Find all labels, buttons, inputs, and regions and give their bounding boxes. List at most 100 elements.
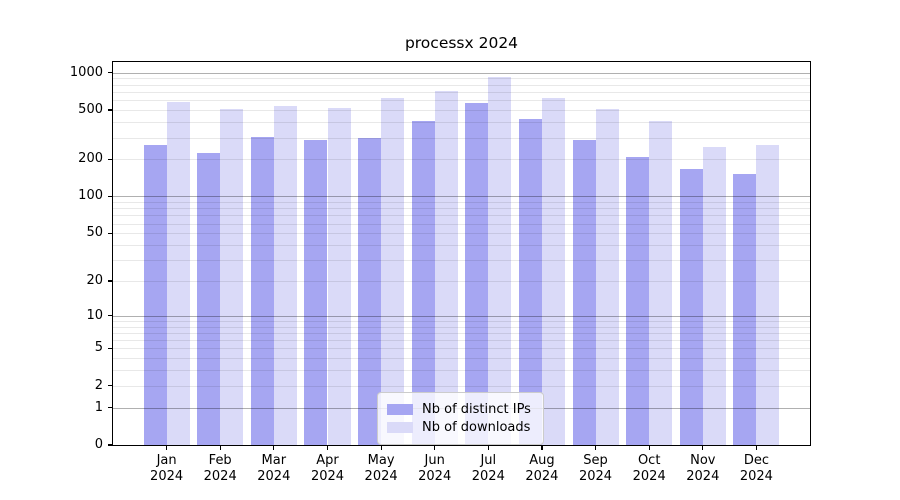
x-tick-mark <box>755 445 758 450</box>
x-tick-mark <box>380 445 382 450</box>
bar <box>166 102 190 445</box>
gridline-major <box>113 72 810 74</box>
x-tick-label-line: 2024 <box>418 469 452 484</box>
x-tick-label-line: 2024 <box>686 469 720 484</box>
bar <box>595 108 619 445</box>
x-tick-label-line: 2024 <box>739 469 773 484</box>
bar <box>327 108 351 445</box>
x-tick-label: Aug 2024 <box>502 453 582 485</box>
bar <box>143 144 167 445</box>
gridline-minor <box>113 215 810 217</box>
x-tick-label-line: Oct <box>637 453 661 468</box>
gridline-minor <box>113 332 810 334</box>
gridline-minor <box>113 348 810 350</box>
x-tick-label-line: Sep <box>583 453 608 468</box>
y-tick-mark <box>108 72 113 74</box>
legend-label: Nb of downloads <box>422 420 531 435</box>
y-tick-mark <box>108 158 113 160</box>
y-tick-mark <box>108 315 113 317</box>
x-tick-mark <box>326 445 329 450</box>
gridline-minor <box>113 358 810 360</box>
legend-item: Nb of distinct IPs <box>387 402 531 417</box>
x-tick-label-line: Nov <box>690 453 716 468</box>
y-tick-label: 50 <box>86 225 103 241</box>
y-tick-label: 100 <box>78 188 103 204</box>
gridline-minor <box>113 78 810 80</box>
x-tick-label: Oct 2024 <box>609 453 689 485</box>
x-tick-label-line: Jan <box>156 453 177 468</box>
y-tick-label: 500 <box>78 102 103 117</box>
gridline-minor <box>113 137 810 139</box>
bar <box>381 98 405 445</box>
x-tick-mark <box>487 445 489 450</box>
x-tick-label: Jul 2024 <box>448 453 528 485</box>
x-tick-label-line: Aug <box>529 453 555 468</box>
x-tick-label-line: 2024 <box>364 469 398 484</box>
y-tick-label: 10 <box>86 307 103 323</box>
gridline-major <box>113 315 810 317</box>
y-tick-label: 20 <box>86 272 103 288</box>
x-tick-label: Jan 2024 <box>127 453 207 485</box>
y-tick-label: 2 <box>94 377 103 393</box>
x-tick-label-line: 2024 <box>471 469 505 484</box>
bar <box>273 106 297 445</box>
gridline-minor <box>113 340 810 342</box>
gridline-minor <box>113 223 810 225</box>
y-tick-mark <box>108 385 113 387</box>
gridline-minor <box>113 233 810 235</box>
bar <box>518 118 542 445</box>
bar <box>733 173 757 445</box>
y-tick-mark <box>108 280 113 282</box>
gridline-minor <box>113 326 810 328</box>
y-tick-label: 1000 <box>69 64 103 80</box>
x-tick-label-line: Apr <box>316 453 339 468</box>
bar <box>411 121 435 445</box>
legend: Nb of distinct IPs Nb of downloads <box>377 392 544 445</box>
x-tick-label: Dec 2024 <box>716 453 796 485</box>
x-tick-label-line: Jul <box>480 453 497 468</box>
x-tick-label-line: 2024 <box>257 469 291 484</box>
x-tick-mark <box>166 445 168 450</box>
x-tick-label-line: May <box>367 453 395 468</box>
y-tick-mark <box>108 407 113 409</box>
gridline-minor <box>113 84 810 86</box>
x-tick-label: Sep 2024 <box>556 453 636 485</box>
gridline-minor <box>113 159 810 161</box>
gridline-minor <box>113 201 810 203</box>
bar <box>572 140 596 445</box>
gridline-minor <box>113 244 810 246</box>
y-tick-mark <box>108 109 113 111</box>
bar <box>220 108 244 445</box>
y-tick-label: 0 <box>94 437 103 452</box>
x-tick-label-line: 2024 <box>525 469 559 484</box>
x-tick-label-line: Mar <box>261 453 287 468</box>
y-tick-mark <box>108 195 113 197</box>
bar <box>649 121 673 445</box>
y-tick-mark <box>108 444 113 446</box>
gridline-minor <box>113 91 810 93</box>
bar <box>465 103 489 445</box>
bar <box>434 90 458 445</box>
y-tick-label: 5 <box>94 340 103 356</box>
x-tick-label: Mar 2024 <box>234 453 314 485</box>
x-tick-label-line: 2024 <box>578 469 613 484</box>
gridline-minor <box>113 320 810 322</box>
x-tick-mark <box>594 445 597 450</box>
x-tick-label-line: Jun <box>424 453 445 468</box>
y-tick-label: 200 <box>78 151 103 167</box>
gridline-minor <box>113 280 810 282</box>
bar <box>197 152 221 445</box>
x-tick-label: Jun 2024 <box>395 453 475 485</box>
x-tick-mark <box>273 445 275 450</box>
legend-swatch <box>387 422 413 433</box>
x-tick-mark <box>648 445 650 450</box>
gridline-major <box>113 196 810 198</box>
bar <box>702 147 726 445</box>
bar <box>488 76 512 445</box>
x-tick-label: Apr 2024 <box>288 453 368 485</box>
gridline-minor <box>113 110 810 111</box>
y-tick-mark <box>108 232 113 234</box>
y-tick-label: 1 <box>94 399 103 415</box>
gridline-minor <box>113 260 810 261</box>
